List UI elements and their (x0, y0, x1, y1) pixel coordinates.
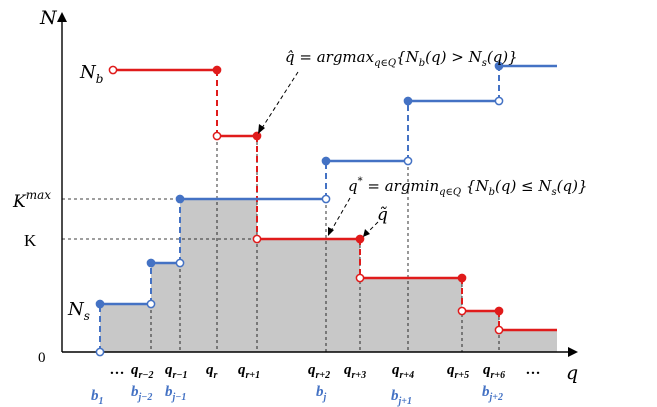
b-tick-j+2: bj+2 (482, 384, 503, 403)
ns-open-1 (147, 300, 154, 307)
y-axis-arrow (57, 12, 67, 22)
b-tick-j-1: bj−1 (165, 384, 186, 403)
nb-open-6 (495, 326, 502, 333)
x-axis-arrow (568, 347, 578, 357)
nb-closed-1 (213, 66, 220, 73)
ns-open-3 (322, 195, 329, 202)
b-tick-j: bj (316, 384, 327, 403)
q-tick-r+6: qr+6 (483, 362, 505, 381)
ns-open-0 (96, 348, 103, 355)
k-label: K (24, 231, 37, 250)
q-tick-r+2: qr+2 (308, 362, 330, 381)
ns-closed-4 (322, 157, 329, 164)
nb-open-2 (213, 132, 220, 139)
nb-open-1 (109, 66, 116, 73)
ns-label: Ns (67, 299, 90, 323)
kmax-label: Kmax (12, 188, 51, 212)
nb-closed-2 (253, 132, 260, 139)
ns-open-2 (176, 259, 183, 266)
ns-closed-5 (404, 97, 411, 104)
nb-label: Nb (79, 62, 103, 86)
nb-open-5 (458, 307, 465, 314)
b-tick-labels: b1 bj−2 bj−1 bj bj+1 bj+2 (91, 384, 503, 407)
origin-label: 0 (38, 350, 46, 366)
x-axis-label: q (566, 362, 578, 384)
q-tick-r+5: qr+5 (447, 362, 469, 381)
q-hat-leader (262, 72, 298, 128)
nb-closed-4 (458, 274, 465, 281)
q-hat-annotation: q̂ = argmaxq∈Q{Nb(q) > Ns(q)} (285, 48, 518, 69)
ns-closed-2 (147, 259, 154, 266)
annotation-arrows (262, 72, 378, 233)
ns-open-4 (404, 157, 411, 164)
nb-open-3 (253, 235, 260, 242)
ns-closed-1 (96, 300, 103, 307)
b-tick-j+1: bj+1 (391, 388, 412, 407)
q-tilde-arrowhead (363, 229, 370, 237)
q-tick-labels: … qr−2 qr−1 qr qr+1 qr+2 qr+3 qr+4 qr+5 … (110, 362, 541, 381)
q-star-arrowhead (328, 227, 334, 236)
q-tick-r-1: qr−1 (165, 362, 187, 381)
nb-closed-3 (356, 235, 363, 242)
q-tick-r: qr (206, 362, 218, 381)
y-axis-label: N (39, 7, 58, 29)
shaded-traded-region (100, 199, 557, 352)
q-star-annotation: q* = argminq∈Q {Nb(q) ≤ Ns(q)} (348, 176, 588, 198)
q-tick-r-2: qr−2 (131, 362, 153, 381)
q-ellipsis-left: … (110, 362, 125, 378)
q-tick-r+3: qr+3 (344, 362, 366, 381)
nb-closed-5 (495, 307, 502, 314)
q-star-leader (331, 198, 350, 231)
b-tick-1: b1 (91, 388, 104, 407)
q-tilde-annotation: q̃ (377, 205, 388, 225)
q-tick-r+1: qr+1 (238, 362, 260, 381)
ns-closed-3 (176, 195, 183, 202)
ns-open-5 (495, 97, 502, 104)
q-tick-r+4: qr+4 (392, 362, 414, 381)
q-ellipsis-right: … (526, 362, 541, 378)
nb-open-4 (356, 274, 363, 281)
b-tick-j-2: bj−2 (131, 384, 152, 403)
